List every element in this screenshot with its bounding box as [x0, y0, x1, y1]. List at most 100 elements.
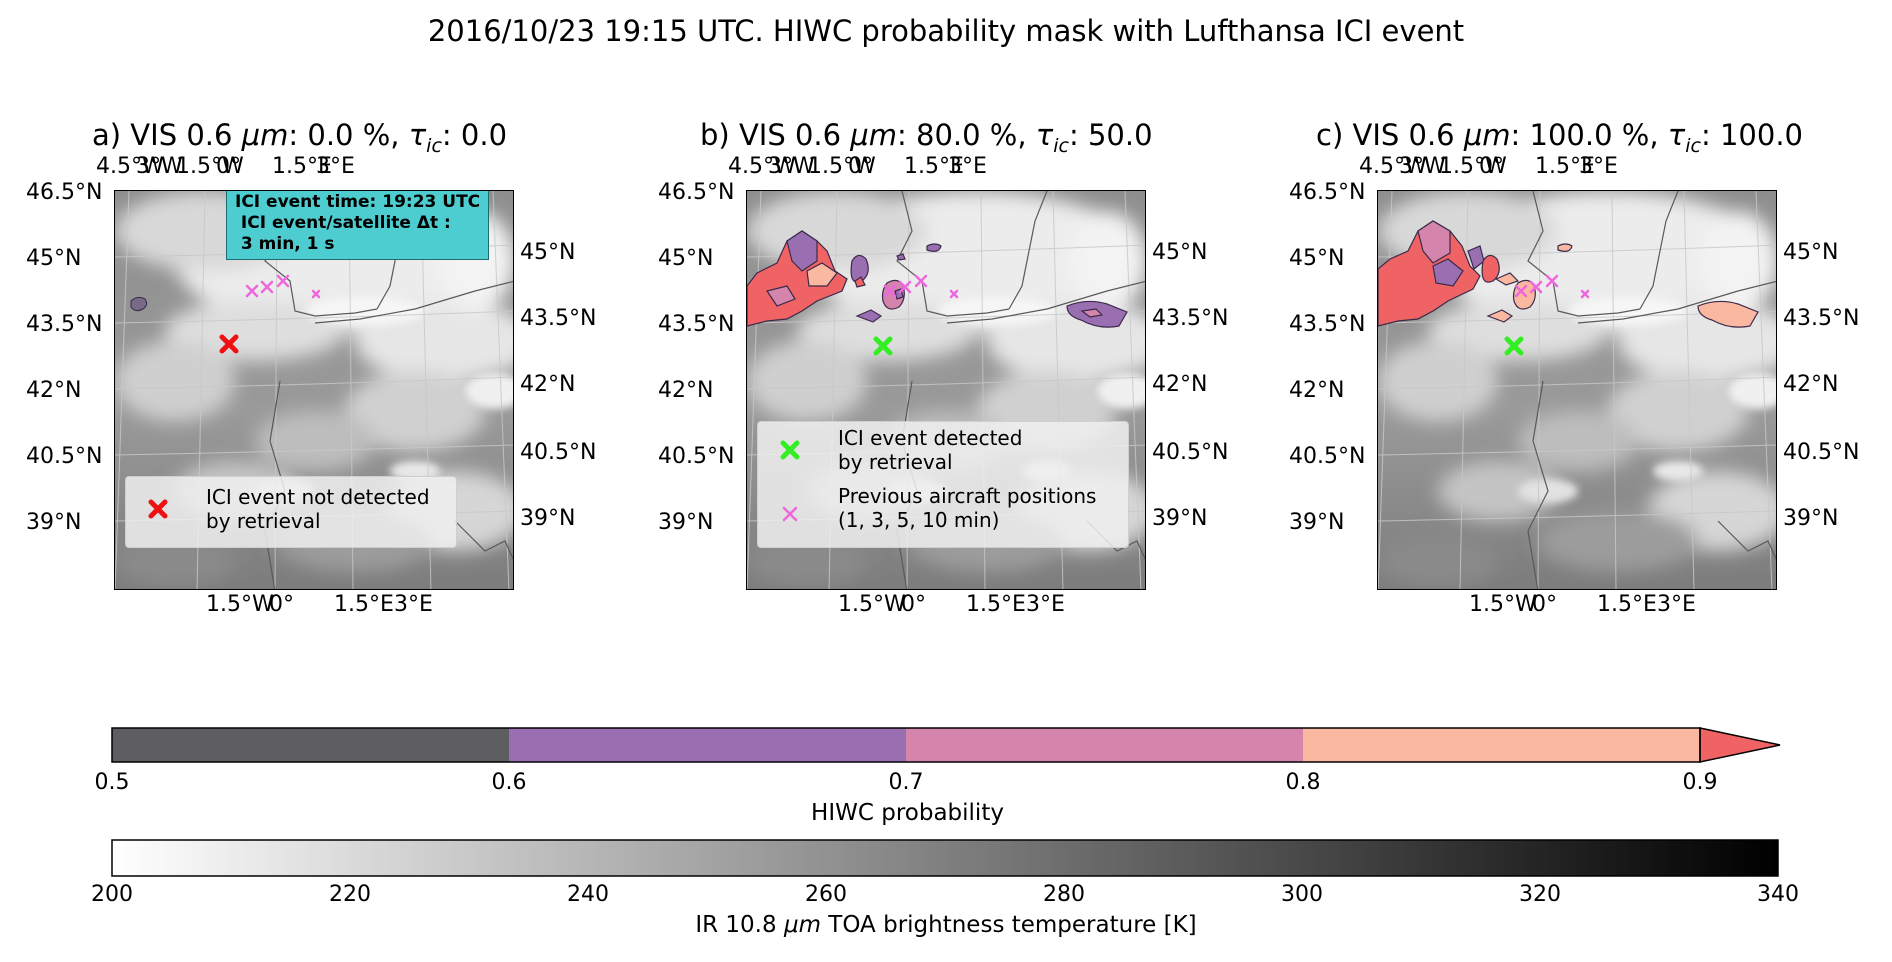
legend-detected-mark	[780, 440, 800, 460]
left-lat-tick: 42°N	[1289, 378, 1345, 403]
right-lat-tick: 43.5°N	[1152, 306, 1229, 331]
legend-b-label-1-line2: by retrieval	[838, 450, 953, 474]
aircraft-markers-b	[873, 274, 959, 356]
previous-position-marker	[914, 274, 928, 288]
not-detected-x-icon	[148, 499, 168, 519]
top-lon-tick: 4.5°W	[1359, 154, 1427, 179]
previous-position-marker	[1529, 280, 1543, 294]
top-lon-tick: 1.5°E	[272, 154, 332, 179]
top-lon-tick: 4.5°W	[96, 154, 164, 179]
bottom-lon-tick: 0°	[901, 592, 926, 617]
left-lat-tick: 46.5°N	[658, 180, 735, 205]
colorbar-tick-label: 0.8	[1285, 770, 1321, 795]
ici-event-marker	[219, 334, 239, 354]
colorbar-tick-label: 260	[805, 882, 847, 907]
colorbar-tick-label: 0.5	[94, 770, 130, 795]
right-lat-tick: 45°N	[520, 240, 576, 265]
top-lon-tick: 3°E	[316, 154, 355, 179]
top-lon-tick: 1.5°W	[1439, 154, 1507, 179]
previous-position-marker	[883, 284, 897, 298]
map-panel-a[interactable]: ICI event time: 19:23 UTC ICI event/sate…	[114, 190, 514, 590]
right-lat-tick: 40.5°N	[1783, 440, 1860, 465]
hiwc-colorbar-segment	[112, 728, 509, 762]
right-lat-tick: 45°N	[1152, 240, 1208, 265]
right-lat-tick: 40.5°N	[520, 440, 597, 465]
figure-title: 2016/10/23 19:15 UTC. HIWC probability m…	[427, 14, 1465, 48]
bottom-lon-tick: 3°E	[1026, 592, 1065, 617]
left-lat-tick: 39°N	[658, 510, 714, 535]
ir-colorbar-label: IR 10.8 μm TOA brightness temperature [K…	[695, 912, 1197, 938]
previous-position-x-icon	[782, 506, 798, 522]
right-lat-tick: 40.5°N	[1152, 440, 1229, 465]
legend-a: ICI event not detected by retrieval	[125, 476, 457, 548]
left-lat-tick: 45°N	[1289, 246, 1345, 271]
previous-position-marker	[260, 280, 274, 294]
ici-event-detected-marker	[873, 336, 893, 356]
panel-c-title: c) VIS 0.6 μm: 100.0 %, τic: 100.0	[1316, 118, 1803, 157]
bottom-lon-tick: 3°E	[394, 592, 433, 617]
map-panel-c[interactable]	[1377, 190, 1777, 590]
left-lat-tick: 45°N	[26, 246, 82, 271]
ici-event-marker	[1504, 336, 1524, 356]
previous-aircraft-positions	[245, 274, 321, 299]
top-lon-tick: 1.5°W	[176, 154, 244, 179]
aircraft-markers-a	[219, 274, 321, 354]
colorbar-tick-label: 320	[1519, 882, 1561, 907]
previous-position-marker	[898, 280, 912, 294]
colorbar-tick-label: 0.6	[491, 770, 527, 795]
satellite-image-a	[115, 191, 514, 590]
right-lat-tick: 43.5°N	[1783, 306, 1860, 331]
right-lat-tick: 39°N	[520, 506, 576, 531]
left-lat-tick: 40.5°N	[26, 444, 103, 469]
ici-event-detected-marker	[1504, 336, 1524, 356]
top-lon-tick: 1.5°E	[1535, 154, 1595, 179]
colorbar-tick-label: 340	[1757, 882, 1799, 907]
hiwc-colorbar	[111, 727, 1781, 763]
hiwc-colorbar-segment	[1303, 728, 1700, 762]
hiwc-colorbar-label: HIWC probability	[811, 800, 1004, 826]
panel-b-title: b) VIS 0.6 μm: 80.0 %, τic: 50.0	[700, 118, 1153, 157]
colorbar-tick-label: 300	[1281, 882, 1323, 907]
top-lon-tick: 3°E	[1579, 154, 1618, 179]
top-lon-tick: 1.5°W	[808, 154, 876, 179]
hiwc-mask-c	[1378, 220, 1759, 328]
legend-b-label-2-line2: (1, 3, 5, 10 min)	[838, 508, 1000, 532]
legend-a-label-line1: ICI event not detected	[206, 485, 430, 509]
top-lon-tick: 0°	[848, 154, 873, 179]
colorbar-tick-label: 240	[567, 882, 609, 907]
ici-event-info-box: ICI event time: 19:23 UTC ICI event/sate…	[226, 191, 490, 260]
top-lon-tick: 1.5°E	[904, 154, 964, 179]
previous-aircraft-positions	[883, 274, 959, 299]
map-panel-b[interactable]: ICI event detected by retrieval Previous…	[746, 190, 1146, 590]
colorbar-tick-label: 0.9	[1682, 770, 1718, 795]
top-lon-tick: 3°W	[1399, 154, 1446, 179]
previous-position-marker	[276, 274, 290, 288]
legend-b: ICI event detected by retrieval Previous…	[757, 421, 1129, 548]
bottom-lon-tick: 1.5°E	[966, 592, 1026, 617]
right-lat-tick: 43.5°N	[520, 306, 597, 331]
legend-a-label-line2: by retrieval	[206, 509, 321, 533]
bottom-lon-tick: 1.5°W	[1469, 592, 1537, 617]
bottom-lon-tick: 1.5°E	[1597, 592, 1657, 617]
bottom-lon-tick: 3°E	[1657, 592, 1696, 617]
top-lon-tick: 0°	[1479, 154, 1504, 179]
hiwc-colorbar-extension	[1699, 727, 1781, 763]
colorbar-tick-label: 200	[91, 882, 133, 907]
aircraft-markers-c	[1504, 274, 1590, 356]
left-lat-tick: 42°N	[658, 378, 714, 403]
ici-event-marker	[873, 336, 893, 356]
left-lat-tick: 40.5°N	[658, 444, 735, 469]
top-lon-tick: 3°W	[136, 154, 183, 179]
left-lat-tick: 39°N	[1289, 510, 1345, 535]
right-lat-tick: 39°N	[1152, 506, 1208, 531]
previous-position-marker	[1545, 274, 1559, 288]
right-lat-tick: 39°N	[1783, 506, 1839, 531]
left-lat-tick: 46.5°N	[1289, 180, 1366, 205]
hiwc-colorbar-segment	[906, 728, 1303, 762]
bottom-lon-tick: 0°	[269, 592, 294, 617]
panel-a-title: a) VIS 0.6 μm: 0.0 %, τic: 0.0	[92, 118, 508, 157]
previous-position-marker	[245, 284, 259, 298]
legend-previous-mark	[782, 506, 798, 522]
top-lon-tick: 0°	[216, 154, 241, 179]
left-lat-tick: 43.5°N	[1289, 312, 1366, 337]
